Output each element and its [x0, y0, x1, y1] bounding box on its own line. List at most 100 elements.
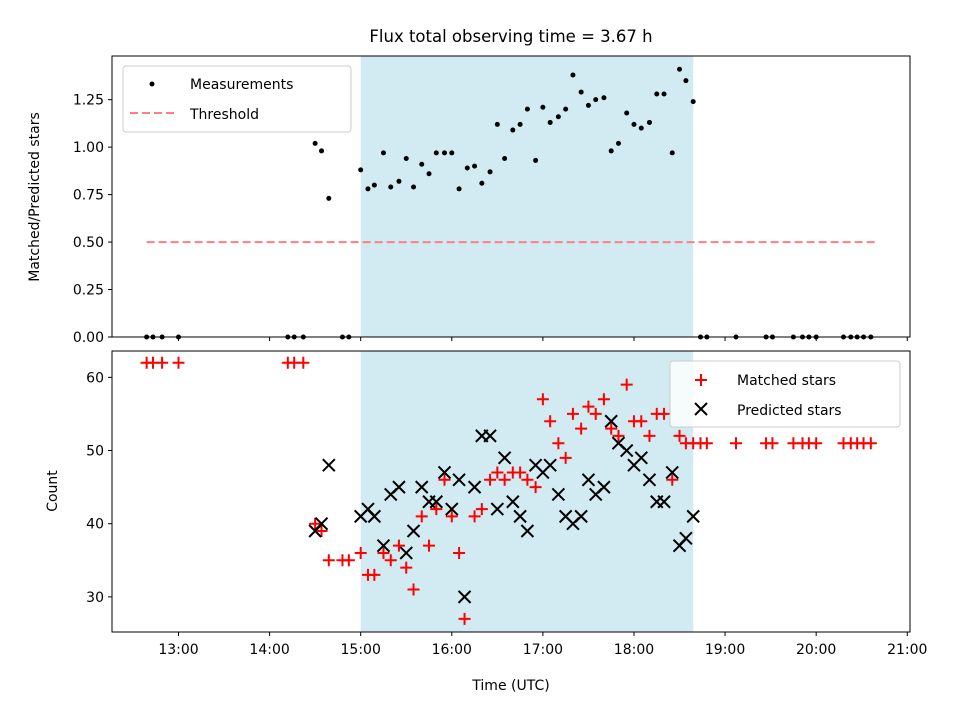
predicted-star-point [506, 495, 520, 509]
bottom-legend: Matched stars Predicted stars [669, 360, 901, 428]
matched-star-point [498, 473, 511, 486]
measurement-point [479, 180, 485, 186]
matched-star-point [643, 429, 656, 442]
measurement-point [524, 106, 530, 112]
matched-star-point [658, 407, 671, 420]
legend-measurements-marker [149, 81, 155, 87]
predicted-star-point [467, 480, 482, 494]
x-tick-label: 17:00 [523, 642, 563, 658]
measurement-point [677, 66, 683, 72]
predicted-star-point [490, 502, 505, 516]
bottom-x-axis: 13:00 14:00 15:00 16:00 17:00 18:00 19:00 20:00… [158, 632, 927, 658]
measurement-point [646, 119, 652, 125]
bottom-axes-frame [111, 350, 911, 633]
matched-star-point [315, 525, 328, 538]
measurement-point [615, 140, 621, 146]
top-plot-area [144, 56, 876, 340]
matched-star-point [491, 466, 504, 479]
measurement-point [419, 161, 425, 167]
measurement-point [547, 119, 553, 125]
predicted-star-point [445, 502, 459, 516]
measurement-point [487, 169, 493, 175]
predicted-star-point [634, 451, 648, 465]
predicted-star-point [543, 458, 557, 472]
x-tick-label: 15:00 [341, 642, 381, 658]
measurement-point [326, 195, 332, 201]
matched-star-point [309, 517, 322, 530]
x-tick-label: 16:00 [432, 642, 472, 658]
predicted-star-point [429, 495, 444, 509]
measurement-point [411, 184, 417, 190]
predicted-star-point [642, 473, 657, 487]
x-tick-label: 13:00 [158, 642, 198, 658]
predicted-star-point [452, 473, 466, 487]
legend-predicted-label: Predicted stars [737, 403, 842, 419]
predicted-star-point [604, 414, 618, 428]
bottom-y-tick-label: 60 [86, 370, 104, 386]
measurement-point [661, 91, 667, 97]
measurement-point [433, 150, 439, 156]
matched-star-point [575, 422, 588, 435]
predicted-star-point [367, 509, 382, 524]
matched-star-point [620, 378, 633, 391]
matched-star-point [730, 437, 743, 450]
predicted-star-point [314, 516, 329, 531]
bottom-x-label: Time (UTC) [471, 678, 549, 694]
predicted-star-point [679, 531, 693, 546]
matched-star-point [438, 473, 451, 486]
measurement-point [540, 104, 546, 110]
matched-star-point [529, 481, 542, 494]
measurement-point [371, 182, 377, 188]
measurement-point [449, 150, 455, 156]
measurement-point [442, 150, 447, 156]
matched-star-point [468, 510, 481, 523]
measurement-point [563, 106, 569, 112]
predicted-star-point [619, 443, 634, 458]
x-tick-label: 20:00 [796, 642, 836, 658]
measurement-point [690, 99, 696, 105]
measurement-point [388, 184, 394, 190]
matched-star-point [430, 503, 443, 516]
measurement-point [472, 163, 478, 169]
matched-star-point [484, 473, 497, 486]
measurement-point [669, 150, 675, 156]
matched-star-point [559, 451, 572, 464]
legend-measurements-label: Measurements [190, 77, 293, 93]
predicted-star-point [437, 465, 452, 480]
legend-matched-marker [695, 374, 707, 386]
predicted-star-point [415, 480, 429, 494]
measurement-point [533, 157, 539, 163]
predicted-star-point [399, 546, 413, 560]
matched-star-point [342, 554, 355, 567]
top-observing-window [360, 56, 694, 337]
matched-star-point [368, 568, 381, 581]
top-y-axis: 0.00 0.25 0.50 0.75 1.00 1.25 [73, 93, 112, 346]
legend-matched-label: Matched stars [737, 373, 836, 389]
measurement-point [426, 171, 432, 177]
measurement-point [638, 125, 644, 131]
measurement-point [654, 91, 660, 97]
measurement-point [380, 150, 386, 156]
predicted-star-point [392, 480, 406, 494]
measurement-point [502, 156, 508, 162]
measurement-point [683, 78, 689, 84]
measurement-point [570, 72, 576, 78]
bottom-y-axis: 30 40 50 60 [86, 370, 112, 606]
top-legend: Measurements Threshold [122, 65, 352, 133]
matched-star-point [392, 539, 405, 552]
matched-star-point [597, 393, 610, 406]
measurement-point [312, 140, 318, 146]
matched-star-point [400, 561, 413, 574]
legend-predicted-marker [694, 402, 708, 416]
matched-star-point [582, 400, 595, 413]
top-panel: Flux total observing time = 3.67 h 0.000… [27, 27, 911, 346]
measurement-point [555, 114, 561, 120]
top-y-tick-label: 0.75 [73, 188, 104, 204]
predicted-star-point [686, 509, 700, 524]
matched-star-point [354, 546, 367, 559]
matched-star-point [407, 583, 420, 596]
measurement-point [396, 178, 402, 184]
bottom-y-tick-label: 30 [86, 590, 104, 606]
measurement-point [608, 148, 614, 154]
